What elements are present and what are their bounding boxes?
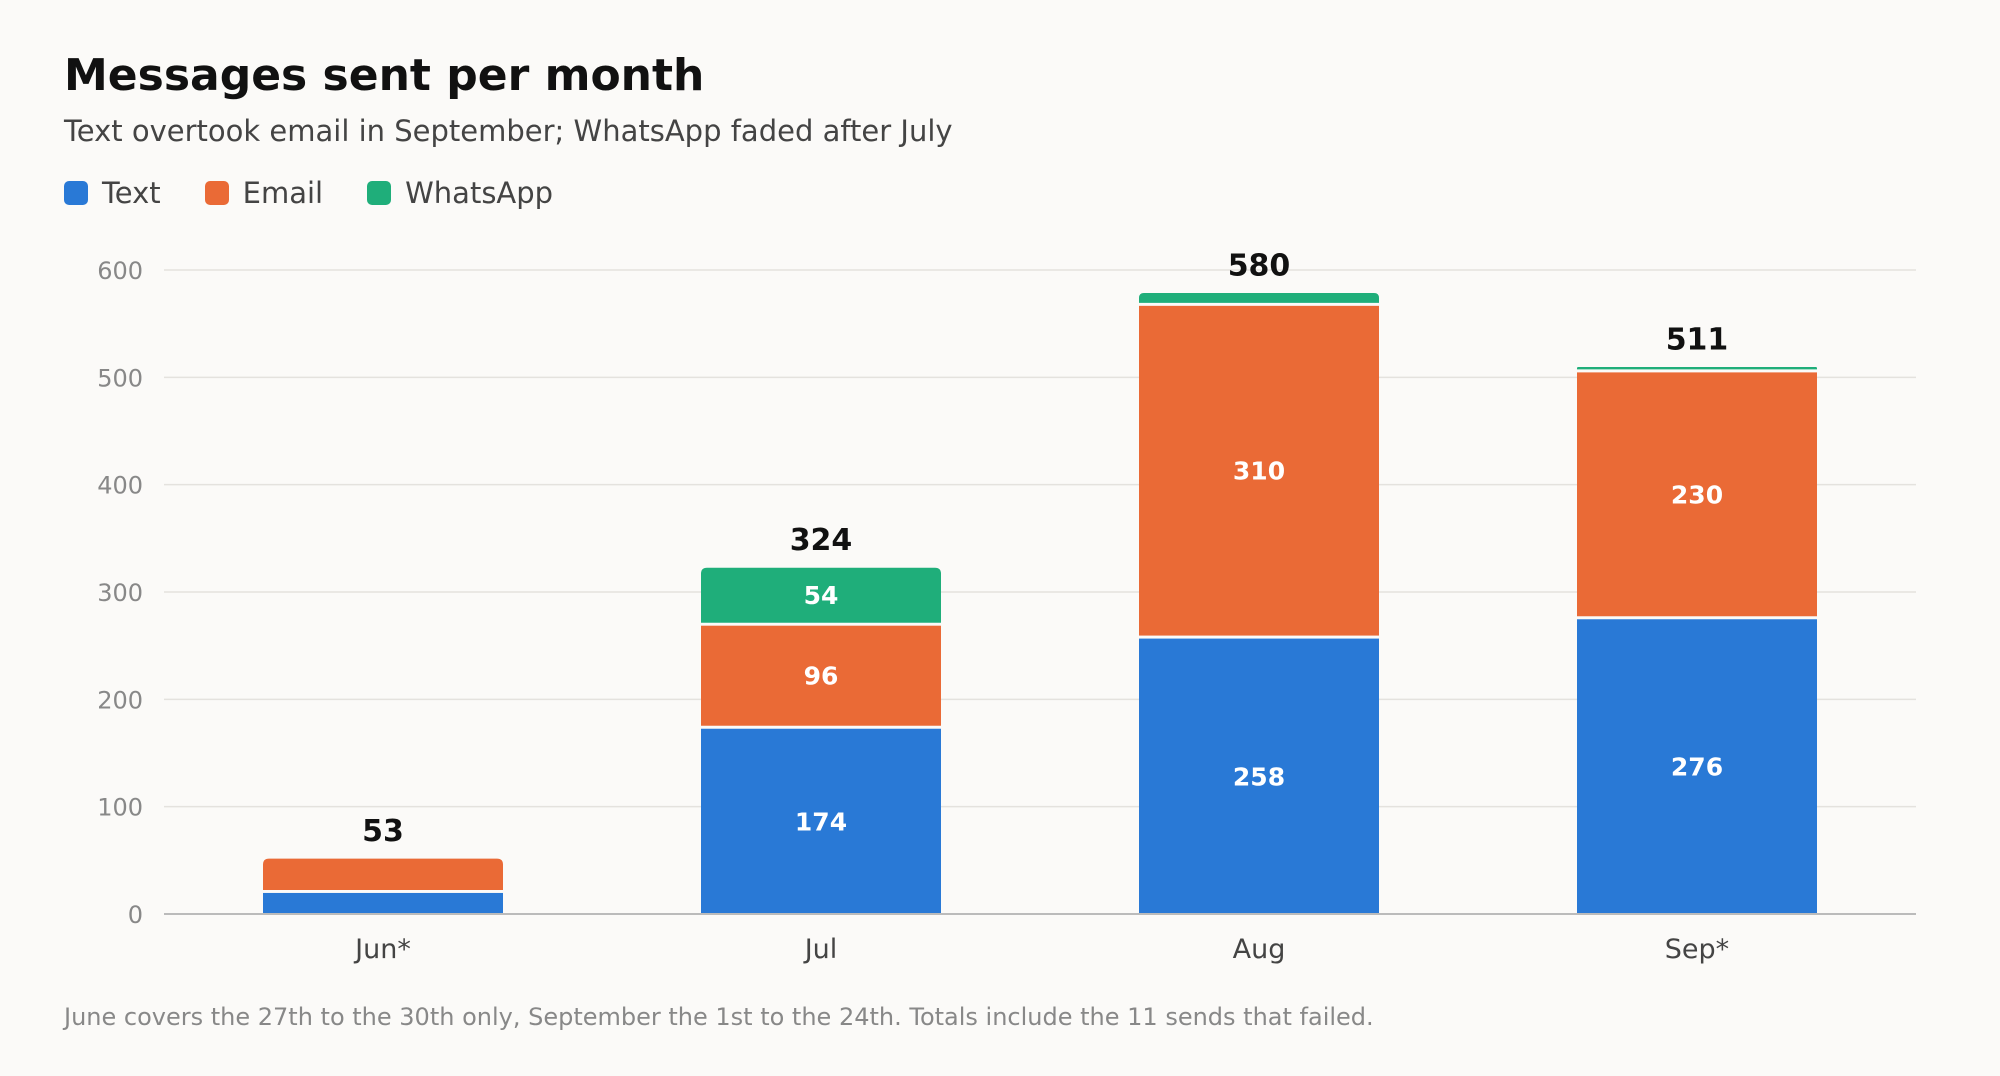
segment-value-label: 230 — [1671, 480, 1723, 509]
y-tick-label: 0 — [128, 901, 143, 929]
x-tick-label: Sep* — [1665, 934, 1729, 965]
chart-footnote: June covers the 27th to the 30th only, S… — [64, 1003, 1374, 1031]
legend-swatch-email — [204, 181, 229, 205]
legend-item-text: Text — [64, 176, 161, 210]
segment-value-label: 276 — [1671, 753, 1723, 782]
legend-swatch-whatsapp — [367, 181, 392, 205]
x-tick-label: Aug — [1233, 934, 1286, 965]
x-tick-label: Jul — [803, 934, 838, 965]
legend-label-email: Email — [242, 176, 324, 210]
bar-whatsapp-jul — [701, 567, 941, 623]
y-tick-label: 500 — [97, 364, 143, 392]
segment-value-label: 310 — [1233, 457, 1285, 486]
x-tick-label: Jun* — [353, 934, 411, 965]
segment-value-label: 258 — [1233, 762, 1285, 791]
bar-email-jun — [263, 858, 503, 890]
y-tick-label: 100 — [97, 794, 143, 822]
bar-text-sep — [1577, 619, 1817, 914]
legend: Text Email WhatsApp — [64, 176, 597, 210]
chart-subtitle: Text overtook email in September; WhatsA… — [64, 114, 953, 148]
y-tick-label: 300 — [97, 579, 143, 607]
total-value-label: 511 — [1666, 323, 1729, 358]
total-value-label: 580 — [1228, 248, 1291, 283]
bar-whatsapp-sep — [1577, 367, 1817, 370]
bar-email-sep — [1577, 372, 1817, 617]
legend-label-whatsapp: WhatsApp — [405, 176, 554, 210]
legend-swatch-text — [64, 181, 88, 205]
segment-value-label: 96 — [804, 662, 839, 691]
chart-title: Messages sent per month — [64, 50, 705, 101]
bar-email-aug — [1139, 305, 1379, 636]
bar-text-jul — [701, 728, 941, 914]
bar-whatsapp-aug — [1139, 292, 1379, 303]
legend-item-email: Email — [204, 176, 324, 210]
segment-value-label: 174 — [795, 807, 847, 836]
bar-text-jun — [263, 892, 503, 914]
y-tick-label: 400 — [97, 472, 143, 500]
legend-label-text: Text — [102, 176, 161, 210]
segment-value-label: 54 — [804, 581, 839, 610]
y-tick-label: 600 — [97, 257, 143, 285]
y-tick-label: 200 — [97, 686, 143, 714]
legend-item-whatsapp: WhatsApp — [367, 176, 553, 210]
bar-text-aug — [1139, 638, 1379, 914]
total-value-label: 53 — [362, 814, 404, 849]
bar-email-jul — [701, 625, 941, 726]
total-value-label: 324 — [790, 523, 853, 558]
